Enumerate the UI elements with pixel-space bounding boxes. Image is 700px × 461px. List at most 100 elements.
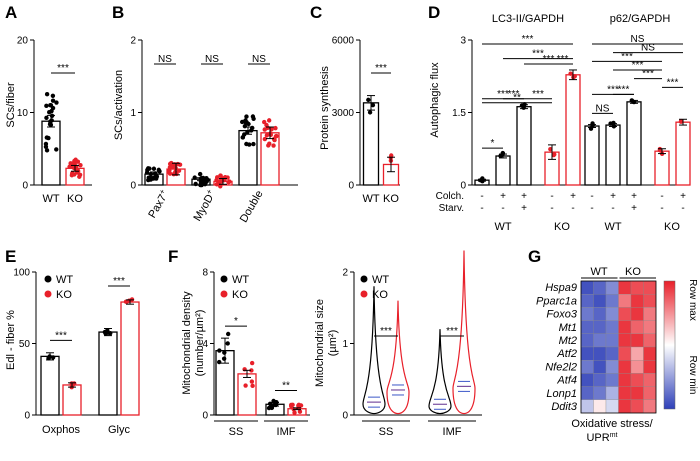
- panel-b-data-point: [240, 135, 246, 140]
- panel-d-significance-label: ***: [497, 89, 509, 100]
- panel-a-data-point: [48, 102, 53, 108]
- panel-label-c: C: [310, 3, 322, 22]
- heatmap-cell: [593, 399, 607, 414]
- heatmap-cell: [618, 373, 632, 387]
- panel-b-data-point: [174, 171, 179, 177]
- panel-d-starv-marker: -: [480, 203, 483, 214]
- panel-d-colch-marker: +: [680, 191, 686, 202]
- panel-b-data-point: [262, 136, 268, 142]
- panel-d-colch-marker: -: [480, 191, 483, 202]
- heatmap-cell: [593, 373, 607, 387]
- heatmap-cell: [580, 360, 594, 374]
- panel-e-bar: [98, 331, 118, 416]
- heatmap-footer-upr: UPR: [586, 432, 609, 444]
- panel-label-g: G: [528, 247, 541, 266]
- panel-f-density-data-point: [225, 341, 230, 346]
- panel-d-y-tick-label: 0: [460, 181, 466, 192]
- panel-d-bar: [565, 74, 581, 186]
- panel-d-colch-marker: +: [521, 191, 527, 202]
- panel-d-data-point: [548, 146, 553, 152]
- panel-e-bar: [62, 384, 82, 416]
- panel-f-density-data-point: [288, 402, 294, 408]
- panel-b-data-point: [250, 114, 256, 119]
- heatmap-cell: [605, 320, 619, 334]
- panel-e-legend-ko-marker: [44, 290, 52, 298]
- panel-b-category-label: Double: [238, 189, 266, 225]
- y-axis-label-d: Autophagic flux: [429, 62, 441, 138]
- panel-c-data-point: [366, 97, 371, 103]
- panel-a-data-point: [50, 98, 56, 103]
- panel-d-y-tick-label: 3: [460, 36, 466, 47]
- panel-c-category-label: WT: [362, 193, 379, 205]
- panel-d-starv-marker: -: [501, 203, 504, 214]
- panel-c-category-label: KO: [383, 193, 399, 205]
- panel-b-data-point: [243, 118, 248, 123]
- panel-a-data-point: [44, 103, 49, 109]
- panel-c-data-point: [367, 110, 373, 115]
- panel-d-starv-marker: -: [660, 203, 663, 214]
- panel-e-category-label: Oxphos: [42, 424, 80, 436]
- panel-f-size-y-tick-label: 2: [342, 268, 348, 279]
- heatmap-cell: [643, 386, 657, 400]
- panel-c-y-tick-label: 3000: [332, 108, 355, 119]
- panel-d-significance-label: ***: [522, 34, 534, 45]
- panel-d-significance-label: ***: [508, 89, 520, 100]
- heatmap-row-label: Ddit3: [551, 401, 578, 413]
- panel-d-colch-marker: +: [631, 191, 637, 202]
- panel-b-data-point: [247, 142, 252, 147]
- panel-d-group-label: KO: [664, 221, 680, 233]
- panel-b-data-point: [266, 118, 272, 123]
- heatmap-footer-line1: Oxidative stress/: [571, 418, 653, 430]
- panel-b-data-point: [151, 166, 157, 171]
- heatmap-cell: [618, 280, 632, 295]
- panel-a-data-point: [44, 115, 49, 121]
- panel-b-data-point: [176, 168, 182, 173]
- panel-f-density-data-point: [292, 410, 297, 415]
- panel-b-data-point: [198, 182, 203, 188]
- heatmap-scale-max: Row max: [687, 279, 698, 321]
- panel-f-density-data-point: [249, 368, 254, 373]
- row-label-starv: Starv.: [439, 203, 464, 214]
- heatmap-cell: [593, 360, 607, 374]
- heatmap-cell: [580, 399, 594, 414]
- heatmap-cell: [605, 280, 619, 295]
- heatmap-row-label: Mt1: [559, 322, 577, 334]
- heatmap-cell: [580, 386, 594, 400]
- panel-f-size-y-tick-label: 1: [342, 339, 348, 350]
- panel-a-data-point: [44, 92, 50, 97]
- panel-f-density-legend-wt-label: WT: [232, 274, 249, 286]
- panel-d-starv-marker: -: [611, 203, 614, 214]
- heatmap-cell: [643, 307, 657, 321]
- heatmap-cell: [580, 333, 594, 348]
- heatmap-cell: [593, 294, 607, 308]
- panel-f-size-violin: [386, 300, 410, 415]
- panel-b-category-label: Pax7+: [145, 187, 172, 220]
- panel-c: C Protein synthesis 0 3000 6000 WT KO ***: [310, 3, 400, 205]
- panel-b-significance-label: NS: [158, 54, 172, 65]
- panel-d-bar: [584, 125, 600, 186]
- heatmap-cell: [593, 280, 607, 295]
- heatmap-cell: [593, 333, 607, 348]
- panel-e-legend-ko-label: KO: [56, 289, 72, 301]
- panel-a-data-point: [49, 118, 54, 123]
- panel-f-density-data-point: [249, 360, 255, 366]
- heatmap-cell: [605, 294, 619, 308]
- panel-e-y-tick-label: 100: [13, 268, 30, 279]
- panel-b-data-point: [244, 114, 249, 119]
- panel-e-significance-label: ***: [55, 330, 67, 341]
- panel-b-significance-label: NS: [252, 54, 266, 65]
- panel-b-data-point: [214, 182, 220, 187]
- panel-f-density-data-point: [225, 331, 231, 337]
- panel-b-data-point: [218, 173, 223, 178]
- heatmap-cell: [618, 346, 632, 361]
- panel-b-data-point: [251, 141, 256, 147]
- panel-b-data-point: [264, 133, 270, 138]
- panel-b: B SCs/activation 0 1 2 Pax7+ NS MyoD+ NS Double…: [112, 3, 298, 225]
- panel-b-data-point: [274, 133, 279, 139]
- panel-e: E Edl - fiber % 0 50 100 Oxphos *** Glyc *** WT…: [5, 247, 140, 436]
- panel-f-density-significance-label: **: [282, 380, 290, 391]
- panel-d-bar: [495, 155, 511, 186]
- panel-d-starv-marker: -: [550, 203, 553, 214]
- title-lc3: LC3-II/GAPDH: [492, 13, 564, 25]
- heatmap-cell: [643, 320, 657, 334]
